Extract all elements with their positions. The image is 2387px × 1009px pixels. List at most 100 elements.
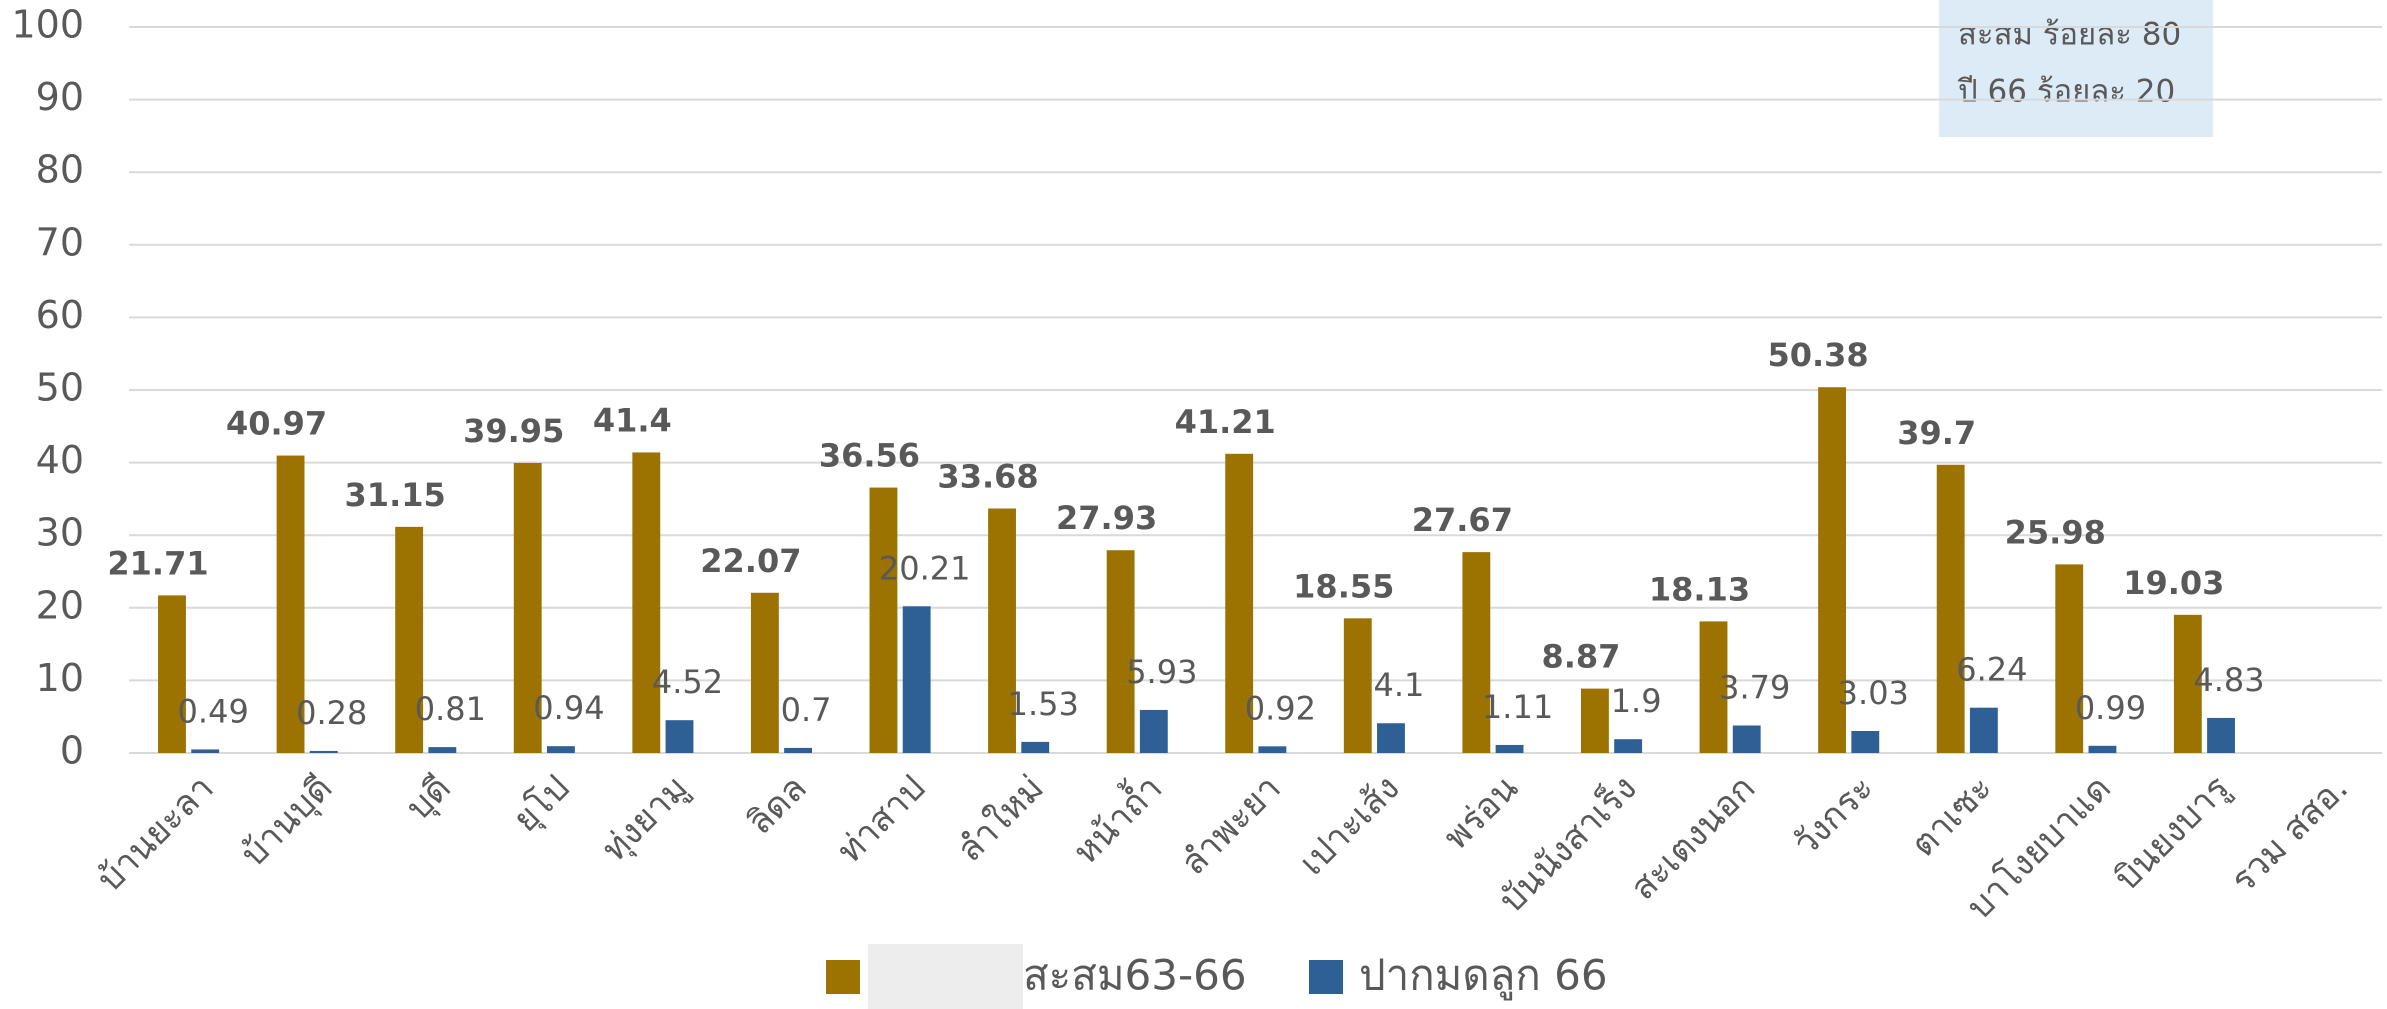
x-tick-label: ตาเซะ: [1904, 768, 2001, 865]
annotation: ปี 66 ร้อยละ 20: [1957, 74, 2176, 110]
data-label: 25.98: [2005, 513, 2106, 551]
legend-swatch: [1309, 960, 1343, 994]
data-label: 1.9: [1611, 682, 1662, 720]
data-label: 21.71: [107, 544, 208, 582]
bar: [1225, 453, 1254, 753]
bar: [2088, 745, 2117, 753]
bar: [1614, 739, 1643, 753]
data-label: 0.81: [415, 690, 486, 728]
bar: [513, 462, 542, 753]
data-label: 1.11: [1482, 688, 1553, 726]
y-tick-label: 70: [36, 220, 84, 264]
x-tick-label: บุดี: [399, 768, 459, 828]
y-tick-label: 90: [36, 75, 84, 119]
y-tick-label: 80: [36, 148, 84, 192]
bar: [988, 508, 1016, 753]
data-label: 41.21: [1175, 403, 1276, 441]
bar: [546, 746, 575, 753]
bar: [1343, 618, 1372, 753]
data-label: 0.28: [296, 694, 367, 732]
data-label: 39.95: [463, 412, 564, 450]
data-label: 40.97: [226, 405, 327, 443]
data-label: 0.49: [178, 692, 249, 730]
y-tick-label: 30: [36, 511, 84, 555]
data-label: 19.03: [2123, 564, 2224, 602]
bar: [1495, 744, 1524, 753]
bar: [632, 452, 661, 753]
x-tick-label: หน้าถ้ำ: [1061, 763, 1170, 872]
bar: [2173, 614, 2202, 753]
data-label: 3.03: [1838, 674, 1909, 712]
data-label: 18.55: [1293, 567, 1394, 605]
y-tick-label: 40: [36, 438, 84, 482]
data-label: 8.87: [1541, 638, 1620, 676]
x-tick-label: ทุ่งยามู: [595, 768, 696, 869]
bar: [1462, 552, 1491, 753]
y-tick-label: 100: [11, 3, 84, 47]
y-tick-label: 50: [36, 366, 84, 410]
data-label: 50.38: [1767, 336, 1868, 374]
x-tick-label: ลำพะยา: [1174, 768, 1289, 883]
x-tick-label: วังกระ: [1786, 768, 1882, 864]
annotation: สะสม ร้อยละ 80: [1958, 17, 2181, 53]
legend-label: สะสม63-66: [1023, 951, 1247, 1000]
data-label: 20.21: [879, 549, 971, 587]
bar: [276, 455, 305, 753]
data-label: 39.7: [1897, 414, 1976, 452]
data-label: 31.15: [345, 476, 446, 514]
y-tick-label: 20: [36, 583, 84, 627]
y-tick-label: 60: [36, 293, 84, 337]
bar: [1377, 723, 1405, 753]
bar: [750, 592, 779, 753]
bar: [158, 595, 186, 753]
data-label: 27.93: [1056, 499, 1157, 537]
data-label: 22.07: [700, 542, 801, 580]
annotation-box: [1939, 0, 2213, 137]
legend-label: ปากมดลูก 66: [1359, 951, 1608, 1001]
x-tick-label: บ้านบุดี: [234, 768, 341, 875]
legend-swatch: [826, 960, 860, 994]
data-label: 1.53: [1008, 685, 1079, 723]
bar: [1106, 550, 1135, 753]
bar: [902, 606, 931, 753]
bar: [1699, 621, 1728, 753]
bar: [2055, 564, 2084, 753]
x-tick-label: พร่อน: [1436, 768, 1526, 858]
bar: [1139, 709, 1168, 753]
y-tick-label: 10: [36, 656, 84, 700]
bar: [1969, 707, 1998, 753]
data-label: 33.68: [937, 457, 1038, 495]
x-tick-label: บ้านยะลา: [90, 768, 222, 900]
x-tick-label: ยุโป: [505, 767, 578, 840]
x-tick-label: ลำใหม่: [949, 767, 1052, 870]
data-label: 4.83: [2193, 661, 2264, 699]
bar: [1732, 725, 1761, 753]
bar: [1936, 464, 1965, 753]
data-label: 5.93: [1126, 653, 1197, 691]
bar: [395, 526, 424, 753]
data-label: 18.13: [1649, 570, 1750, 608]
data-label: 41.4: [593, 401, 672, 439]
data-label: 0.92: [1245, 689, 1316, 727]
data-label: 6.24: [1956, 651, 2027, 689]
x-tick-label: ลิดล: [740, 768, 815, 843]
data-label: 0.7: [781, 691, 832, 729]
data-label: 36.56: [819, 437, 920, 475]
bar: [1851, 731, 1880, 753]
bar: [2207, 717, 2235, 753]
bar: [784, 747, 813, 753]
x-tick-label: บินยงบารู: [2107, 768, 2237, 898]
bar: [1258, 746, 1287, 753]
bar: [428, 747, 457, 753]
data-label: 27.67: [1412, 501, 1513, 539]
x-tick-label: รวม สสอ.: [2224, 768, 2357, 901]
bar: [309, 750, 338, 753]
x-tick-label: เปาะเส้ง: [1292, 768, 1407, 883]
bar: [1021, 741, 1050, 753]
bar: [1580, 688, 1609, 753]
data-label: 3.79: [1719, 668, 1790, 706]
x-tick-label: ท่าสาป: [830, 768, 933, 871]
legend-mask: [868, 944, 1023, 1009]
x-tick-label: สะเตงนอก: [1623, 768, 1763, 908]
